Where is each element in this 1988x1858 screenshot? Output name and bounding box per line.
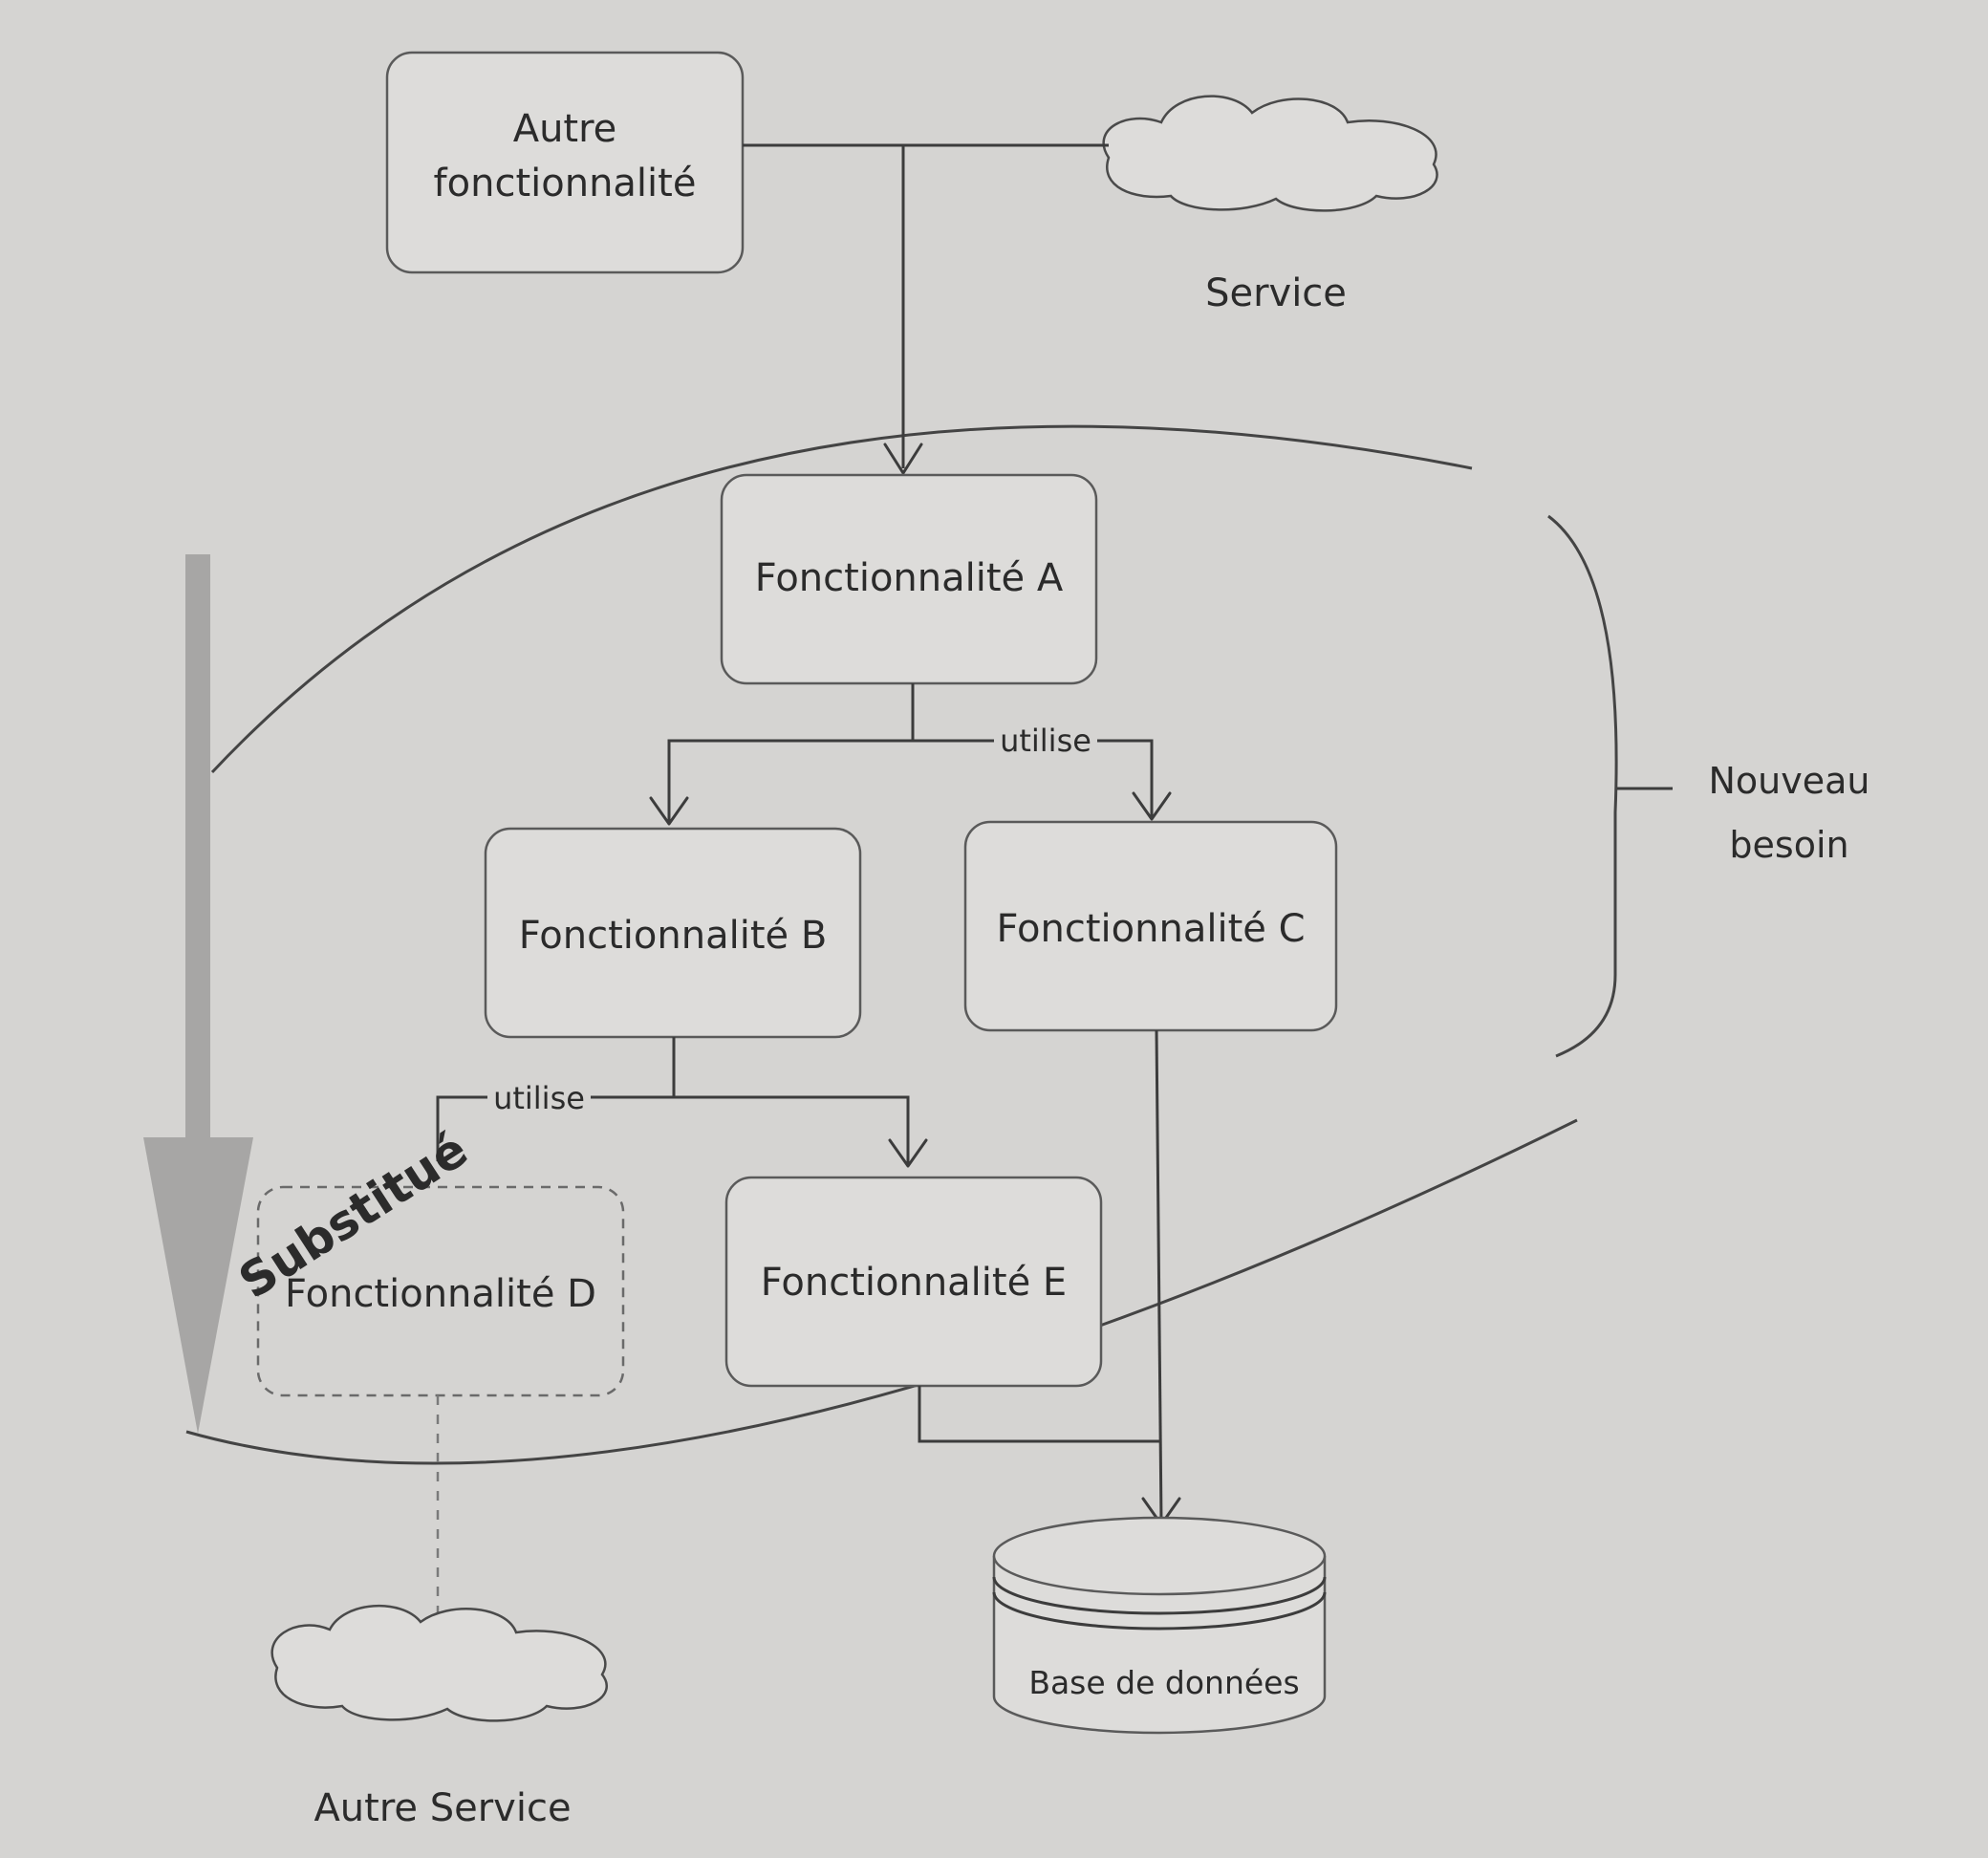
nouveau-besoin-boundary: [185, 424, 1673, 1465]
fonctionnalite-e-node: Fonctionnalité E: [724, 1176, 1103, 1388]
fonctionnalite-d-node: Fonctionnalité D: [256, 1185, 625, 1397]
fonctionnalite-d-label: Fonctionnalité D: [285, 1272, 596, 1316]
fonctionnalite-a-label: Fonctionnalité A: [755, 556, 1064, 600]
fonctionnalite-a-node: Fonctionnalité A: [720, 473, 1098, 685]
autre-fonctionnalite-node: Autre fonctionnalité: [385, 51, 745, 274]
database-node: Base de données: [992, 1516, 1327, 1735]
fonctionnalite-b-node: Fonctionnalité B: [484, 827, 862, 1039]
autre-service-label: Autre Service: [313, 1786, 571, 1830]
service-label: Service: [1205, 271, 1347, 315]
a-uses-connector: utilise: [649, 683, 1172, 826]
fonctionnalite-c-label: Fonctionnalité C: [996, 907, 1305, 951]
nouveau-besoin-label-1: Nouveau: [1709, 760, 1870, 802]
service-cloud: [1102, 95, 1438, 212]
b-uses-connector: utilise: [436, 1037, 928, 1168]
substitution-arrow: [143, 554, 253, 1434]
a-uses-label: utilise: [1000, 723, 1091, 759]
autre-fonctionnalite-label-2: fonctionnalité: [434, 162, 697, 205]
autre-service-cloud: [270, 1605, 608, 1722]
top-connector: [743, 143, 1109, 475]
fonctionnalite-e-label: Fonctionnalité E: [761, 1261, 1067, 1305]
database-label: Base de données: [1028, 1664, 1299, 1701]
autre-fonctionnalite-label-1: Autre: [513, 107, 617, 151]
nouveau-besoin-label-2: besoin: [1729, 824, 1848, 866]
fonctionnalite-c-node: Fonctionnalité C: [963, 820, 1338, 1032]
fonctionnalite-b-label: Fonctionnalité B: [519, 914, 828, 958]
b-uses-label: utilise: [493, 1080, 585, 1116]
